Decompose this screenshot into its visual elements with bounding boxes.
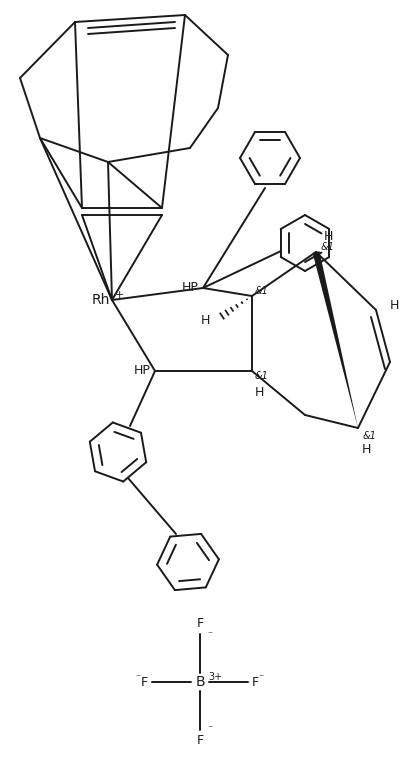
Polygon shape (312, 251, 357, 428)
Text: +: + (115, 290, 124, 300)
Text: H: H (360, 443, 370, 456)
Text: HP: HP (134, 365, 151, 377)
Text: F: F (140, 675, 148, 688)
Text: &1: &1 (362, 431, 376, 441)
Text: &1: &1 (254, 286, 268, 296)
Text: &1: &1 (320, 242, 334, 252)
Text: ⁻: ⁻ (207, 724, 212, 734)
Text: F: F (196, 734, 203, 747)
Text: &1: &1 (254, 371, 268, 381)
Text: B: B (195, 675, 204, 689)
Text: HP: HP (182, 281, 198, 295)
Text: F: F (251, 675, 259, 688)
Text: ⁻: ⁻ (135, 673, 140, 683)
Text: H: H (322, 230, 332, 243)
Text: ⁻: ⁻ (207, 630, 212, 640)
Text: H: H (388, 299, 398, 312)
Text: Rh: Rh (91, 293, 110, 307)
Text: F: F (196, 617, 203, 630)
Text: H: H (200, 315, 209, 327)
Text: ⁻: ⁻ (258, 673, 263, 683)
Text: 3+: 3+ (207, 672, 222, 682)
Text: H: H (254, 387, 264, 399)
